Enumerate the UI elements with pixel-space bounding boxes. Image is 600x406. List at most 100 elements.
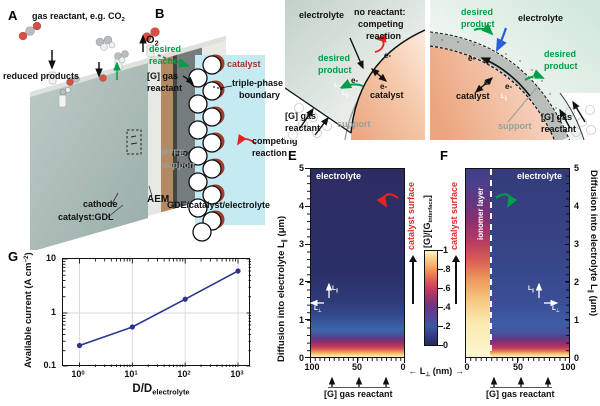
l-par-indicator-e: L∥ (332, 285, 339, 293)
gas-flux-arrow-2 (314, 116, 329, 136)
electron-label-c1: e- (384, 51, 392, 60)
e-ytick-1: 1 (298, 315, 304, 325)
gas-reactant-label-e: [G] gas reactant (324, 389, 393, 399)
g-x-axis-label: D/Delectrolyte (132, 383, 190, 397)
cbar-tick-08: .8 (443, 264, 451, 274)
co2-molecule (18, 21, 42, 41)
desired-reaction-label-1: desired (149, 44, 182, 54)
electrolyte-label-d: electrolyte (518, 13, 564, 23)
competing-label-1: competing (252, 136, 298, 146)
e-y-axis-label: Diffusion into electrolyte L∥ (μm) (276, 215, 289, 362)
desired-product-label-d3: desired (544, 49, 577, 59)
g-ytick-10: 10 (45, 253, 56, 263)
tpb-leader (219, 85, 233, 89)
f-xtick-0: 0 (464, 362, 470, 372)
gas-boundary-d (559, 92, 585, 140)
cathode-leader (111, 192, 119, 205)
gde-schematic-illustration (157, 54, 265, 242)
electron-arrow-d (474, 77, 494, 93)
colorbar-ticks (438, 250, 443, 346)
catalyst-gdl-label: catalyst:GDL (58, 212, 114, 222)
e-xtick-0: 0 (400, 362, 406, 372)
gas-inlet-port (48, 71, 57, 85)
gas-entry-arrow (182, 75, 194, 85)
electrolyte-label-f: electrolyte (517, 171, 563, 181)
e-y-minor-ticks (307, 168, 310, 358)
e-ytick-0: 0 (298, 353, 304, 363)
product-molecules (59, 35, 129, 96)
f-ytick-3: 3 (574, 239, 580, 249)
catalyst-surface-arrow-f (452, 255, 459, 304)
support-leader-d (507, 85, 539, 123)
g-y-axis-label: Available current (A cm−2) (23, 252, 34, 368)
shared-x-axis-label: ← L⊥ (nm) → (408, 366, 464, 379)
e-ytick-2: 2 (298, 277, 304, 287)
electron-label-d1: e- (468, 54, 476, 63)
ionomer-layer-label: ionomer layer (476, 187, 485, 240)
no-ionomer-schematic (285, 0, 425, 140)
cbar-tick-1: 1 (443, 245, 449, 255)
gas-reactant-label-b1: [G] gas (147, 71, 179, 81)
panel-b-caption: GDE/catalyst/electrolyte (167, 200, 271, 210)
competing-curl-arrow-e (376, 193, 399, 208)
ionomer-stipple (441, 39, 561, 123)
ionomer-inner-edge (430, 45, 556, 140)
g-xtick-1: 100 (71, 369, 85, 379)
ptfe-label-1: PTFE (162, 148, 186, 158)
f-ytick-5: 5 (574, 163, 580, 173)
colorbar-label: [G]/[Ginterface] (422, 195, 435, 248)
adsorbed-molecules (66, 74, 107, 86)
gas-label-c2: reactant (285, 123, 321, 133)
heatmap-e (310, 168, 405, 358)
gas-reactant-label: gas reactant, e.g. CO2 (32, 11, 125, 24)
electrolyte-in-arrow (496, 27, 508, 52)
e-x-minor-ticks (310, 358, 405, 361)
tpb-dots (213, 86, 223, 90)
f-y-axis-label: Diffusion into electrolyte L∥ (μm) (586, 170, 599, 317)
gas-arrows-f (490, 376, 552, 388)
l-perp-label-d: L⊥ (533, 76, 541, 84)
cbar-tick-0: 0 (443, 340, 449, 350)
aem-leader (148, 185, 153, 197)
reduced-products-label: reduced products (3, 71, 80, 81)
desired-reaction-arrow (157, 54, 190, 68)
f-ytick-1: 1 (574, 315, 580, 325)
aem-label: AEM (147, 194, 170, 205)
ionomer-dashed-line (489, 169, 492, 357)
catalyst-label-d: catalyst (456, 91, 490, 101)
l-perp-indicator-e: L⊥ (314, 305, 322, 313)
desired-product-label-d2: product (461, 19, 495, 29)
competing-curl-arrow (374, 33, 387, 53)
l-perp-indicator-f: L⊥ (552, 305, 560, 313)
product-curl-arrow-f (495, 193, 518, 208)
catalyst-surface-label-f: catalyst surface (449, 181, 459, 250)
zoom-region-outline (126, 129, 142, 155)
gas-label-c1: [G] gas (285, 111, 317, 121)
anode-chamber-label-2: chamber (172, 160, 210, 170)
f-ytick-4: 4 (574, 201, 580, 211)
g-xtick-10: 101 (124, 369, 138, 379)
competing-reaction-arrow (237, 133, 257, 146)
catalyst-surface-label-e: catalyst surface (406, 181, 416, 250)
catalyst-region-d (430, 46, 555, 140)
electron-label-d3: e- (505, 82, 513, 91)
l-par-label-c: L∥ (342, 90, 349, 98)
ionomer-outer-edge (430, 31, 570, 140)
oxygen-outlet-port (146, 44, 155, 58)
gas-label-d2: reactant (541, 124, 577, 134)
l-par-indicator-f: L∥ (528, 285, 535, 293)
panel-b-letter: B (155, 6, 165, 21)
l-perp-label-c: L⊥ (334, 82, 342, 90)
e-xtick-100: 100 (304, 362, 320, 372)
g-plot-canvas (63, 258, 251, 368)
electron-arrow-c (370, 68, 388, 82)
electron-label-c2: e- (351, 76, 359, 85)
cbar-tick-02: .2 (443, 321, 451, 331)
ionomer-band (430, 32, 568, 140)
gas-region-c (285, 88, 363, 140)
cbar-tick-06: .6 (443, 283, 451, 293)
ptfe-label-2: support (162, 160, 196, 170)
catalyst-label-c: catalyst (370, 90, 404, 100)
product-outlet-port (58, 94, 67, 108)
